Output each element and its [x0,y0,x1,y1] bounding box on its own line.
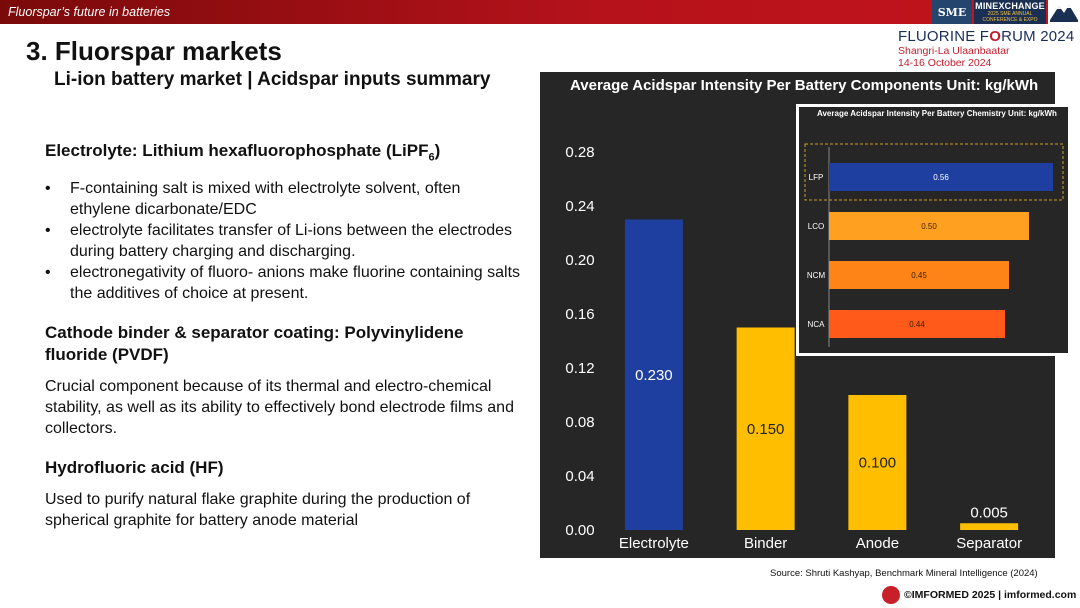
inset-category-label: NCM [807,271,826,280]
text-content: Electrolyte: Lithium hexafluorophosphate… [45,140,525,531]
lfp-highlight-box [804,143,1064,201]
inset-category-label: NCA [808,320,826,329]
pvdf-description: Crucial component because of its thermal… [45,378,514,438]
x-tick-label: Anode [856,535,899,552]
inset-bar-lco [829,212,1029,240]
y-tick-label: 0.04 [565,468,594,485]
bullet-item: electronegativity of fluoro- anions make… [45,262,525,304]
sme-logo-text: SME [937,5,967,19]
bar-anode [848,395,907,530]
footer-brand: ©IMFORMED 2025 | imformed.com [882,586,1076,604]
mountain-logo-icon [1048,0,1080,24]
data-label: 0.005 [970,504,1008,521]
y-tick-label: 0.00 [565,522,594,539]
y-tick-label: 0.08 [565,414,594,431]
footer-text: ©IMFORMED 2025 | imformed.com [904,589,1077,601]
inset-data-label: 0.44 [909,320,925,329]
page-subtitle: Li-ion battery market | Acidspar inputs … [54,69,491,90]
minexchange-logo: MINEXCHANGE 2025 SME ANNUAL CONFERENCE &… [974,0,1046,24]
inset-chart-title: Average Acidspar Intensity Per Battery C… [817,109,1057,118]
bar-binder [736,327,795,530]
source-note: Source: Shruti Kashyap, Benchmark Minera… [770,568,1038,579]
bullet-item: electrolyte facilitates transfer of Li-i… [45,220,525,262]
y-tick-label: 0.16 [565,306,594,323]
x-tick-label: Separator [956,535,1022,552]
data-label: 0.100 [859,455,897,472]
inset-bar-nca [829,310,1005,338]
inset-data-label: 0.56 [933,173,949,182]
electrolyte-bullets: F-containing salt is mixed with electrol… [45,178,525,304]
imformed-logo-icon [882,586,900,604]
y-tick-label: 0.24 [565,198,594,215]
bar-electrolyte [624,219,683,530]
chemistry-intensity-chart: Average Acidspar Intensity Per Battery C… [796,104,1071,356]
inset-bar-ncm [829,261,1009,289]
y-tick-label: 0.20 [565,252,594,269]
deck-title: Fluorspar’s future in batteries [8,5,171,19]
data-label: 0.230 [635,367,673,384]
bar-separator [960,523,1019,530]
inset-chart-plot: LFP 0.56 LCO 0.50 NCM 0.45 NCA 0.44 [804,143,1064,347]
section-heading-pvdf: Cathode binder & separator coating: Poly… [45,323,464,365]
chart-plot: 0.00 0.04 0.08 0.12 0.16 0.20 0.24 0.28 0.230 Ele… [565,144,1022,552]
chart-title: Average Acidspar Intensity Per Battery C… [570,77,1039,94]
inset-category-label: LFP [809,173,824,182]
x-tick-label: Electrolyte [619,535,689,552]
sme-logo: SME [932,0,972,24]
y-tick-label: 0.12 [565,360,594,377]
forum-venue: Shangri-La Ulaanbaatar [898,45,1010,57]
data-label: 0.150 [747,421,785,438]
inset-bar-lfp [829,163,1053,191]
header-bar: Fluorspar’s future in batteries [0,0,1080,24]
fluorine-forum-logo: FLUORINE FORUM 2024 Shangri-La Ulaanbaat… [898,28,1078,69]
x-tick-label: Binder [744,535,787,552]
inset-category-label: LCO [808,222,824,231]
forum-title: FLUORINE FORUM 2024 [898,28,1075,45]
minexchange-logo-subtext: 2025 SME ANNUAL CONFERENCE & EXPO [982,11,1038,23]
inset-data-label: 0.50 [921,222,937,231]
minexchange-logo-text: MINEXCHANGE [975,1,1045,11]
bullet-item: F-containing salt is mixed with electrol… [45,178,525,220]
inset-data-label: 0.45 [911,271,927,280]
section-heading-electrolyte: Electrolyte: Lithium hexafluorophosphate… [45,141,441,164]
hf-description: Used to purify natural flake graphite du… [45,491,471,530]
y-tick-label: 0.28 [565,144,594,161]
page-title: 3. Fluorspar markets [26,36,282,66]
section-heading-hf: Hydrofluoric acid (HF) [45,458,224,478]
forum-dates: 14-16 October 2024 [898,57,992,69]
